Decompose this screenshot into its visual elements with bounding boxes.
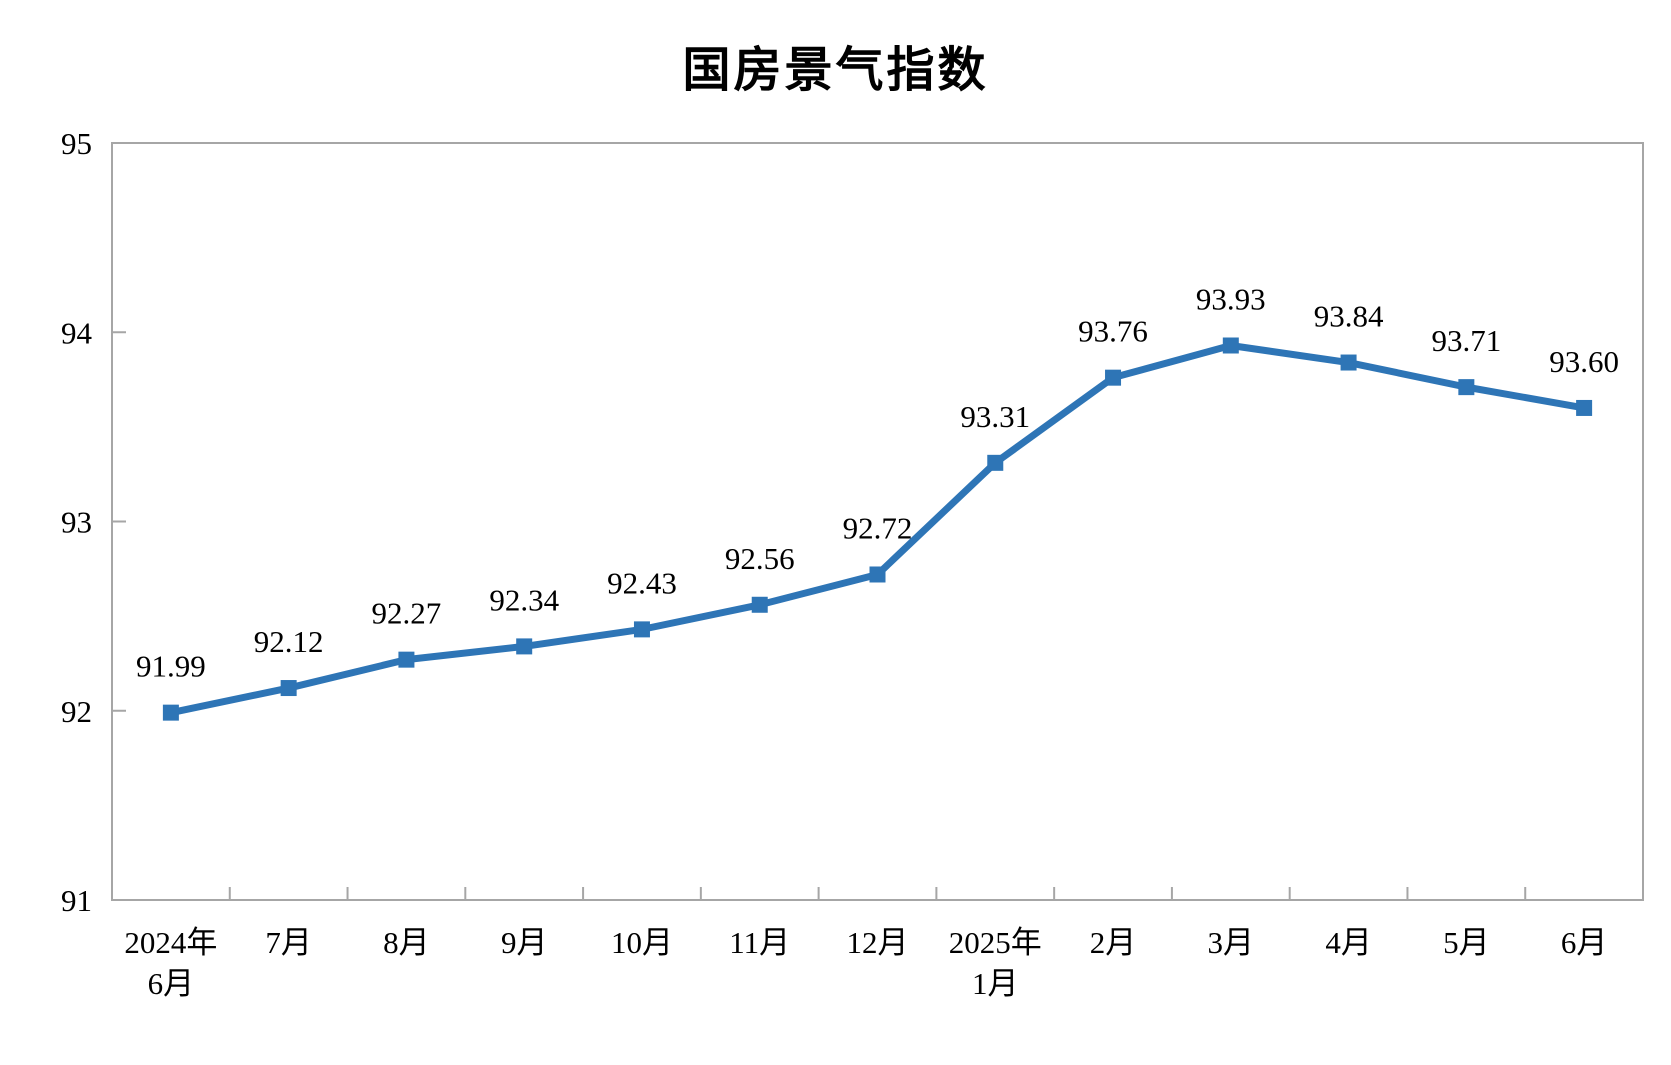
- data-point-label: 92.12: [254, 624, 324, 659]
- x-tick-label: 2月: [1090, 925, 1137, 960]
- data-point-marker: [1458, 379, 1475, 396]
- x-tick-label: 12月: [847, 925, 909, 960]
- data-point-marker: [162, 704, 179, 721]
- x-tick-label: 6月: [1561, 925, 1608, 960]
- data-point-label: 93.71: [1431, 323, 1501, 358]
- data-point-marker: [987, 454, 1004, 471]
- x-tick-label: 11月: [729, 925, 790, 960]
- data-point-marker: [1340, 354, 1357, 371]
- data-point-marker: [280, 680, 297, 697]
- x-tick-label: 4月: [1325, 925, 1372, 960]
- x-tick-label: 9月: [501, 925, 548, 960]
- x-tick-label: 2024年: [124, 925, 217, 960]
- x-tick-label: 8月: [383, 925, 430, 960]
- data-point-marker: [516, 638, 533, 655]
- x-tick-label: 7月: [265, 925, 312, 960]
- data-point-label: 93.76: [1078, 314, 1148, 349]
- data-point-label: 93.93: [1196, 281, 1266, 316]
- data-point-label: 93.60: [1549, 344, 1619, 379]
- y-tick-label: 91: [61, 883, 92, 918]
- data-point-marker: [633, 621, 650, 638]
- data-point-marker: [398, 651, 415, 668]
- chart-title: 国房景气指数: [682, 44, 989, 97]
- x-tick-label: 6月: [148, 966, 195, 1001]
- data-point-label: 92.72: [843, 510, 913, 545]
- data-point-label: 92.27: [372, 596, 442, 631]
- data-point-marker: [751, 596, 768, 613]
- y-tick-label: 92: [61, 694, 92, 729]
- data-point-label: 92.43: [607, 565, 677, 600]
- data-point-label: 92.34: [489, 582, 559, 617]
- x-tick-label: 10月: [611, 925, 673, 960]
- data-point-marker: [1576, 399, 1593, 416]
- data-point-marker: [1105, 369, 1122, 386]
- x-tick-label: 5月: [1443, 925, 1490, 960]
- data-point-label: 93.31: [960, 399, 1030, 434]
- data-point-label: 91.99: [136, 649, 206, 684]
- y-tick-label: 93: [61, 505, 92, 540]
- x-tick-label: 1月: [972, 966, 1019, 1001]
- x-tick-label: 3月: [1208, 925, 1255, 960]
- y-tick-label: 94: [61, 315, 93, 350]
- x-tick-label: 2025年: [949, 925, 1042, 960]
- data-point-marker: [1222, 337, 1239, 354]
- data-point-label: 93.84: [1314, 299, 1384, 334]
- data-point-marker: [869, 566, 886, 583]
- y-tick-label: 95: [61, 126, 92, 161]
- data-point-label: 92.56: [725, 541, 795, 576]
